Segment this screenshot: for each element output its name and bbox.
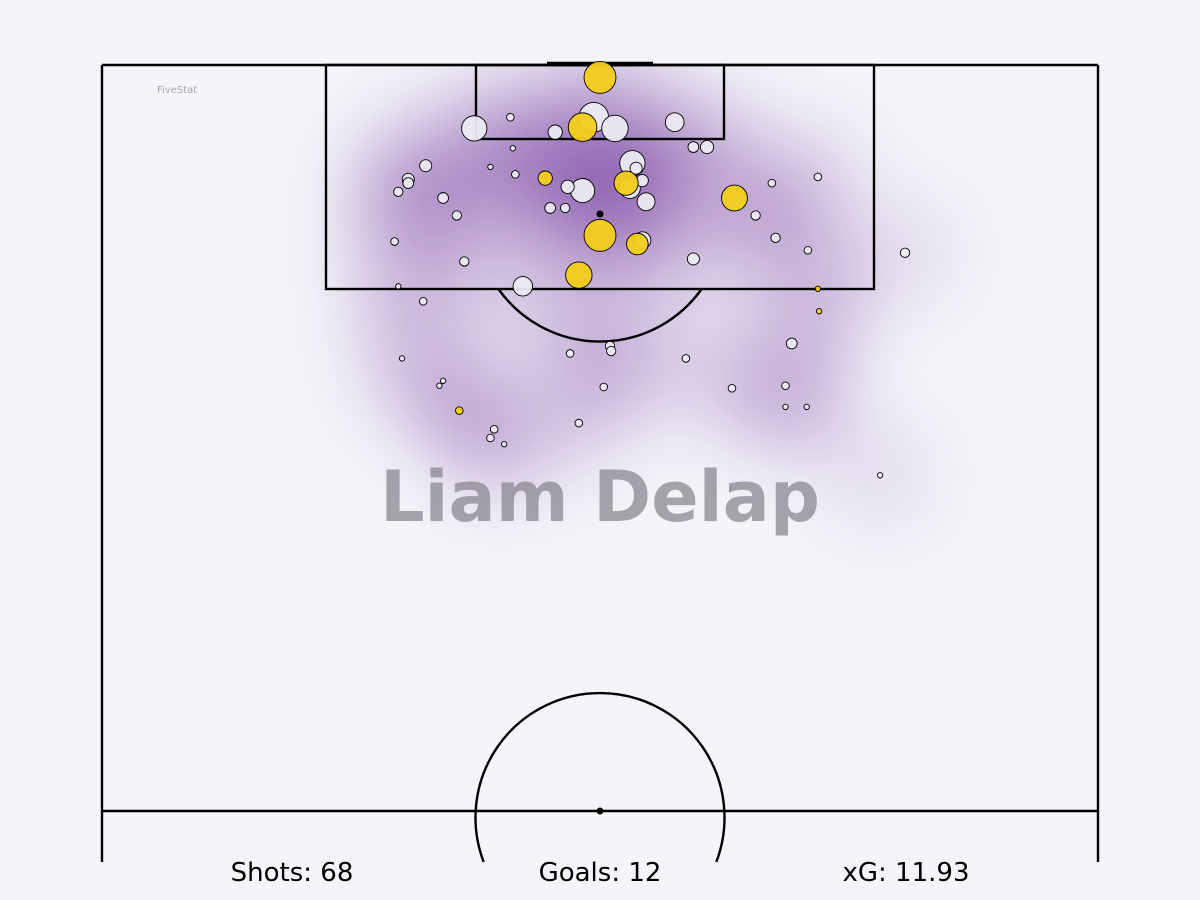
- shot-marker: [700, 139, 715, 155]
- watermark: FiveStat: [157, 85, 197, 96]
- shot-marker: [509, 145, 516, 152]
- centre-circle: [474, 691, 726, 863]
- shot-marker: [813, 172, 823, 182]
- shot-marker: [418, 296, 428, 306]
- shot-marker: [899, 247, 911, 258]
- shot-marker: [506, 112, 515, 122]
- shot-marker: [781, 381, 790, 391]
- shot-marker: [599, 382, 609, 392]
- shot-marker: [687, 141, 700, 153]
- shot-marker: [565, 349, 575, 358]
- centre-spot: [596, 807, 604, 815]
- shot-marker: [398, 355, 406, 362]
- goal-shot-marker: [583, 218, 617, 252]
- shot-marker: [461, 115, 488, 142]
- goals-stat: Goals: 12: [539, 858, 662, 888]
- goal-shot-marker: [537, 170, 553, 186]
- shot-marker: [664, 112, 685, 132]
- shots-stat: Shots: 68: [231, 858, 354, 888]
- shot-density-heatmap: [356, 65, 944, 514]
- shot-marker: [560, 202, 571, 214]
- shot-marker: [459, 256, 470, 267]
- shot-marker: [601, 114, 629, 143]
- shot-marker: [395, 283, 402, 290]
- goal-shot-marker: [567, 112, 598, 142]
- shot-marker: [500, 441, 508, 448]
- shot-marker: [770, 232, 781, 243]
- shot-marker: [570, 178, 596, 204]
- shot-marker: [750, 210, 761, 221]
- goal-shot-marker: [721, 184, 748, 212]
- shot-marker: [544, 202, 557, 214]
- shot-marker: [511, 170, 520, 179]
- shot-marker: [402, 177, 415, 189]
- shot-marker: [436, 382, 443, 389]
- shot-marker: [782, 403, 789, 411]
- shot-marker: [487, 163, 494, 171]
- goal-shot-marker: [814, 285, 822, 292]
- shot-marker: [686, 252, 700, 266]
- goal-shot-marker: [815, 308, 823, 315]
- shot-marker: [560, 179, 575, 194]
- shot-marker: [767, 178, 777, 188]
- shot-marker: [785, 337, 798, 350]
- goal-shot-marker: [626, 232, 649, 256]
- shot-marker: [419, 159, 433, 173]
- shot-marker: [439, 377, 447, 384]
- shot-marker: [606, 345, 617, 357]
- shot-marker: [629, 161, 643, 175]
- shot-marker: [512, 276, 533, 297]
- goal-shot-marker: [455, 406, 464, 415]
- player-name: Liam Delap: [380, 456, 820, 538]
- goal-shot-marker: [613, 170, 639, 196]
- shot-marker: [451, 210, 462, 221]
- shot-marker: [547, 124, 563, 140]
- shot-marker: [393, 186, 404, 197]
- shot-marker: [803, 403, 810, 411]
- goal-shot-marker: [565, 261, 593, 289]
- shot-marker: [876, 472, 884, 479]
- shot-marker: [574, 418, 584, 428]
- shot-marker: [437, 192, 449, 204]
- shot-marker: [390, 237, 399, 246]
- shot-markers: [390, 61, 911, 479]
- goal-shot-marker: [583, 61, 617, 94]
- xg-stat: xG: 11.93: [843, 858, 970, 888]
- penalty-spot: [596, 210, 604, 218]
- shot-marker: [486, 433, 495, 443]
- penalty-arc: [497, 288, 703, 343]
- shot-marker: [636, 192, 656, 212]
- shot-marker: [803, 245, 813, 255]
- shot-marker: [727, 383, 737, 393]
- shot-marker: [681, 354, 691, 363]
- shot-marker: [489, 425, 499, 434]
